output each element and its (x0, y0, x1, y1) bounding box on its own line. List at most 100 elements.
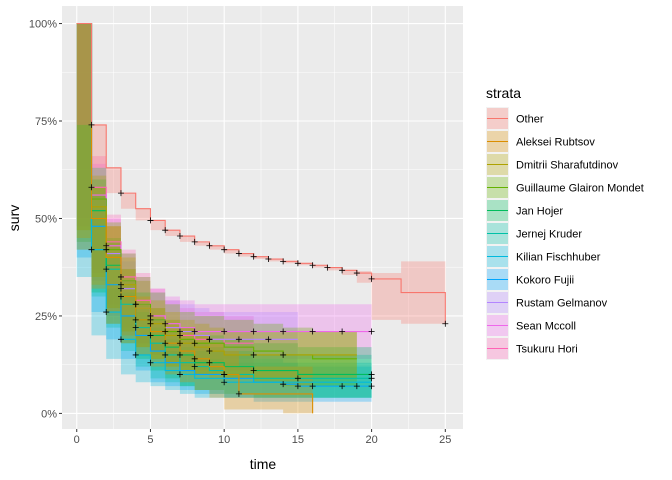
censor-mark (147, 359, 154, 366)
censor-mark (88, 246, 95, 253)
legend-label: Jernej Kruder (516, 229, 582, 241)
censor-mark (176, 340, 183, 347)
censor-mark (221, 379, 228, 386)
censor-mark (309, 328, 316, 335)
censor-mark (221, 371, 228, 378)
censor-mark (280, 328, 287, 335)
x-tick-label: 5 (147, 434, 153, 446)
censor-mark (132, 316, 139, 323)
legend-label: Jan Hojer (516, 206, 563, 218)
censor-mark (162, 320, 169, 327)
censor-mark (442, 320, 449, 327)
censor-mark (353, 270, 360, 277)
legend-label: Tsukuru Hori (516, 344, 578, 356)
censor-mark (132, 351, 139, 358)
censor-mark (309, 262, 316, 269)
censor-mark (206, 336, 213, 343)
censor-mark (103, 266, 110, 273)
censor-mark (117, 273, 124, 280)
censor-mark (176, 233, 183, 240)
censor-mark (280, 351, 287, 358)
legend-label: Dmitrii Sharafutdinov (516, 160, 619, 172)
censor-mark (235, 336, 242, 343)
censor-mark (368, 371, 375, 378)
legend-label: Other (516, 114, 544, 126)
censor-mark (147, 217, 154, 224)
censor-mark (309, 383, 316, 390)
censor-mark (294, 375, 301, 382)
x-tick-label: 10 (218, 434, 230, 446)
censor-mark (191, 238, 198, 245)
censor-mark (132, 301, 139, 308)
legend-label: Rustam Gelmanov (516, 298, 608, 310)
x-tick-label: 25 (439, 434, 451, 446)
ci-band-other (76, 23, 446, 324)
censor-mark (88, 121, 95, 128)
censor-mark (339, 383, 346, 390)
ci-band-guillaume-glairon-mondet (76, 23, 357, 387)
censor-mark (103, 309, 110, 316)
x-tick-label: 20 (365, 434, 377, 446)
censor-mark (250, 351, 257, 358)
censor-mark (339, 267, 346, 274)
censor-mark (147, 332, 154, 339)
y-axis-title: surv (6, 205, 22, 231)
censor-mark (117, 336, 124, 343)
censor-mark (221, 328, 228, 335)
legend-title: strata (486, 85, 521, 101)
legend-label: Aleksei Rubtsov (516, 137, 595, 149)
censor-mark (117, 190, 124, 197)
censor-mark (265, 256, 272, 263)
axes: 0 5 10 15 20 25 0% 25% 50% 75% 100% (29, 19, 452, 446)
ci-band-dmitrii-sharafutdinov (76, 23, 357, 379)
censor-mark (88, 184, 95, 191)
plot-panel (62, 6, 463, 429)
legend-label: Kokoro Fujii (516, 275, 574, 287)
censor-marks (88, 121, 449, 397)
censor-mark (176, 328, 183, 335)
censor-mark (294, 383, 301, 390)
censor-mark (191, 340, 198, 347)
censor-mark (162, 351, 169, 358)
censor-mark (206, 242, 213, 249)
y-tick-label: 75% (35, 116, 57, 128)
censor-mark (117, 293, 124, 300)
censor-mark (176, 371, 183, 378)
x-tick-label: 15 (292, 434, 304, 446)
censor-mark (191, 363, 198, 370)
censor-mark (206, 359, 213, 366)
x-tick-label: 0 (74, 434, 80, 446)
censor-mark (368, 383, 375, 390)
censor-mark (265, 336, 272, 343)
censor-mark (117, 281, 124, 288)
survival-line-aleksei-rubtsov (76, 22, 314, 414)
censor-mark (324, 264, 331, 271)
y-tick-label: 0% (41, 408, 57, 420)
censor-mark (235, 390, 242, 397)
censor-mark (250, 367, 257, 374)
censor-mark (103, 246, 110, 253)
censor-mark (132, 324, 139, 331)
censor-mark (280, 381, 287, 388)
y-tick-label: 25% (35, 311, 57, 323)
censor-mark (162, 227, 169, 234)
censor-mark (162, 328, 169, 335)
legend-label: Sean Mccoll (516, 321, 576, 333)
censor-mark (206, 348, 213, 355)
censor-mark (250, 328, 257, 335)
censor-mark (221, 246, 228, 253)
legend-label: Kilian Fischhuber (516, 252, 601, 264)
censor-mark (191, 328, 198, 335)
x-axis-title: time (250, 456, 277, 472)
censor-mark (294, 260, 301, 267)
censor-mark (191, 355, 198, 362)
censor-mark (339, 328, 346, 335)
censor-mark (368, 275, 375, 282)
censor-mark (353, 383, 360, 390)
legend-label: Guillaume Glairon Mondet (516, 183, 644, 195)
censor-mark (162, 340, 169, 347)
censor-mark (235, 250, 242, 257)
censor-mark (250, 253, 257, 260)
